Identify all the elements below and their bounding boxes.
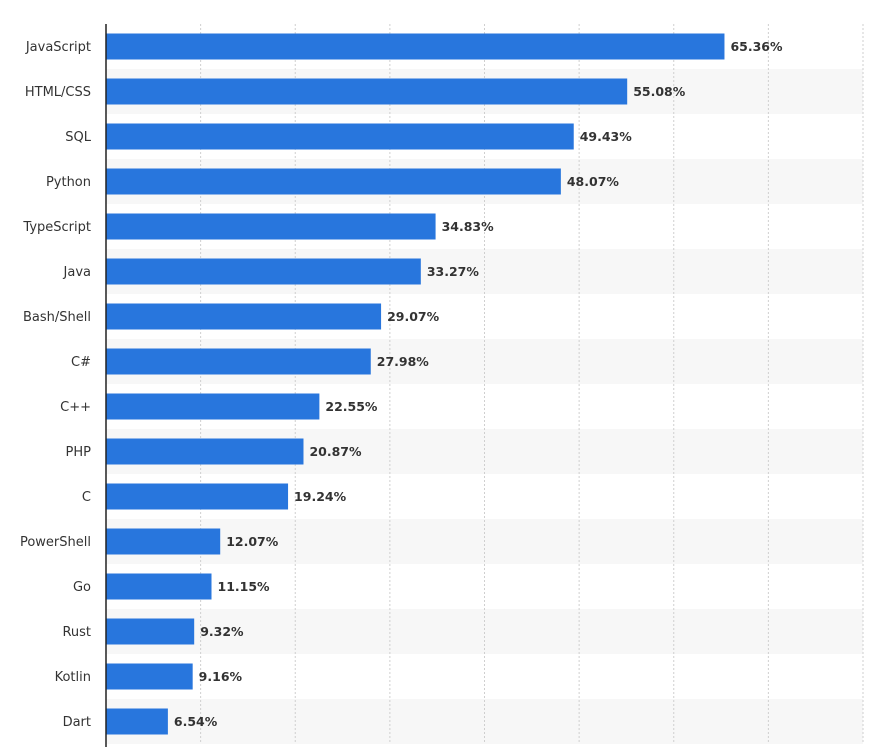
bar-bash-shell [106, 303, 382, 330]
category-label: Kotlin [55, 670, 91, 685]
value-label: 55.08% [633, 84, 686, 99]
value-label: 27.98% [377, 354, 430, 369]
category-label: SQL [65, 130, 91, 145]
value-label: 11.15% [218, 579, 271, 594]
category-label: Bash/Shell [23, 310, 91, 325]
bar-html-css [106, 78, 628, 105]
category-label: HTML/CSS [25, 85, 91, 100]
category-label: C# [71, 355, 91, 370]
category-label: C++ [60, 400, 91, 415]
bar-typescript [106, 213, 436, 240]
category-label: JavaScript [25, 40, 91, 55]
bar-dart [106, 708, 168, 735]
bar-rust [106, 618, 195, 645]
value-label: 9.32% [200, 624, 244, 639]
bar-kotlin [106, 663, 193, 690]
bar-sql [106, 123, 574, 150]
bar-c- [106, 348, 371, 375]
value-label: 34.83% [442, 219, 495, 234]
category-label: Rust [62, 625, 91, 640]
value-label: 9.16% [199, 669, 243, 684]
category-label: C [82, 490, 91, 505]
value-label: 29.07% [387, 309, 440, 324]
bar-php [106, 438, 304, 465]
value-label: 22.55% [325, 399, 378, 414]
category-label: Python [46, 175, 91, 190]
value-label: 65.36% [730, 39, 783, 54]
category-label: Java [63, 265, 91, 280]
value-label: 48.07% [567, 174, 620, 189]
bar-go [106, 573, 212, 600]
bar-javascript [106, 33, 725, 60]
value-label: 33.27% [427, 264, 480, 279]
category-label: Go [73, 580, 91, 595]
category-label: PHP [66, 445, 92, 460]
value-label: 19.24% [294, 489, 347, 504]
bar-c- [106, 393, 320, 420]
value-label: 6.54% [174, 714, 218, 729]
category-label: TypeScript [22, 220, 91, 235]
value-label: 49.43% [580, 129, 633, 144]
category-label: Dart [63, 715, 91, 730]
category-label: PowerShell [20, 535, 91, 550]
value-label: 20.87% [309, 444, 362, 459]
bar-c [106, 483, 289, 510]
value-label: 12.07% [226, 534, 279, 549]
bar-powershell [106, 528, 221, 555]
bar-python [106, 168, 561, 195]
bar-java [106, 258, 421, 285]
